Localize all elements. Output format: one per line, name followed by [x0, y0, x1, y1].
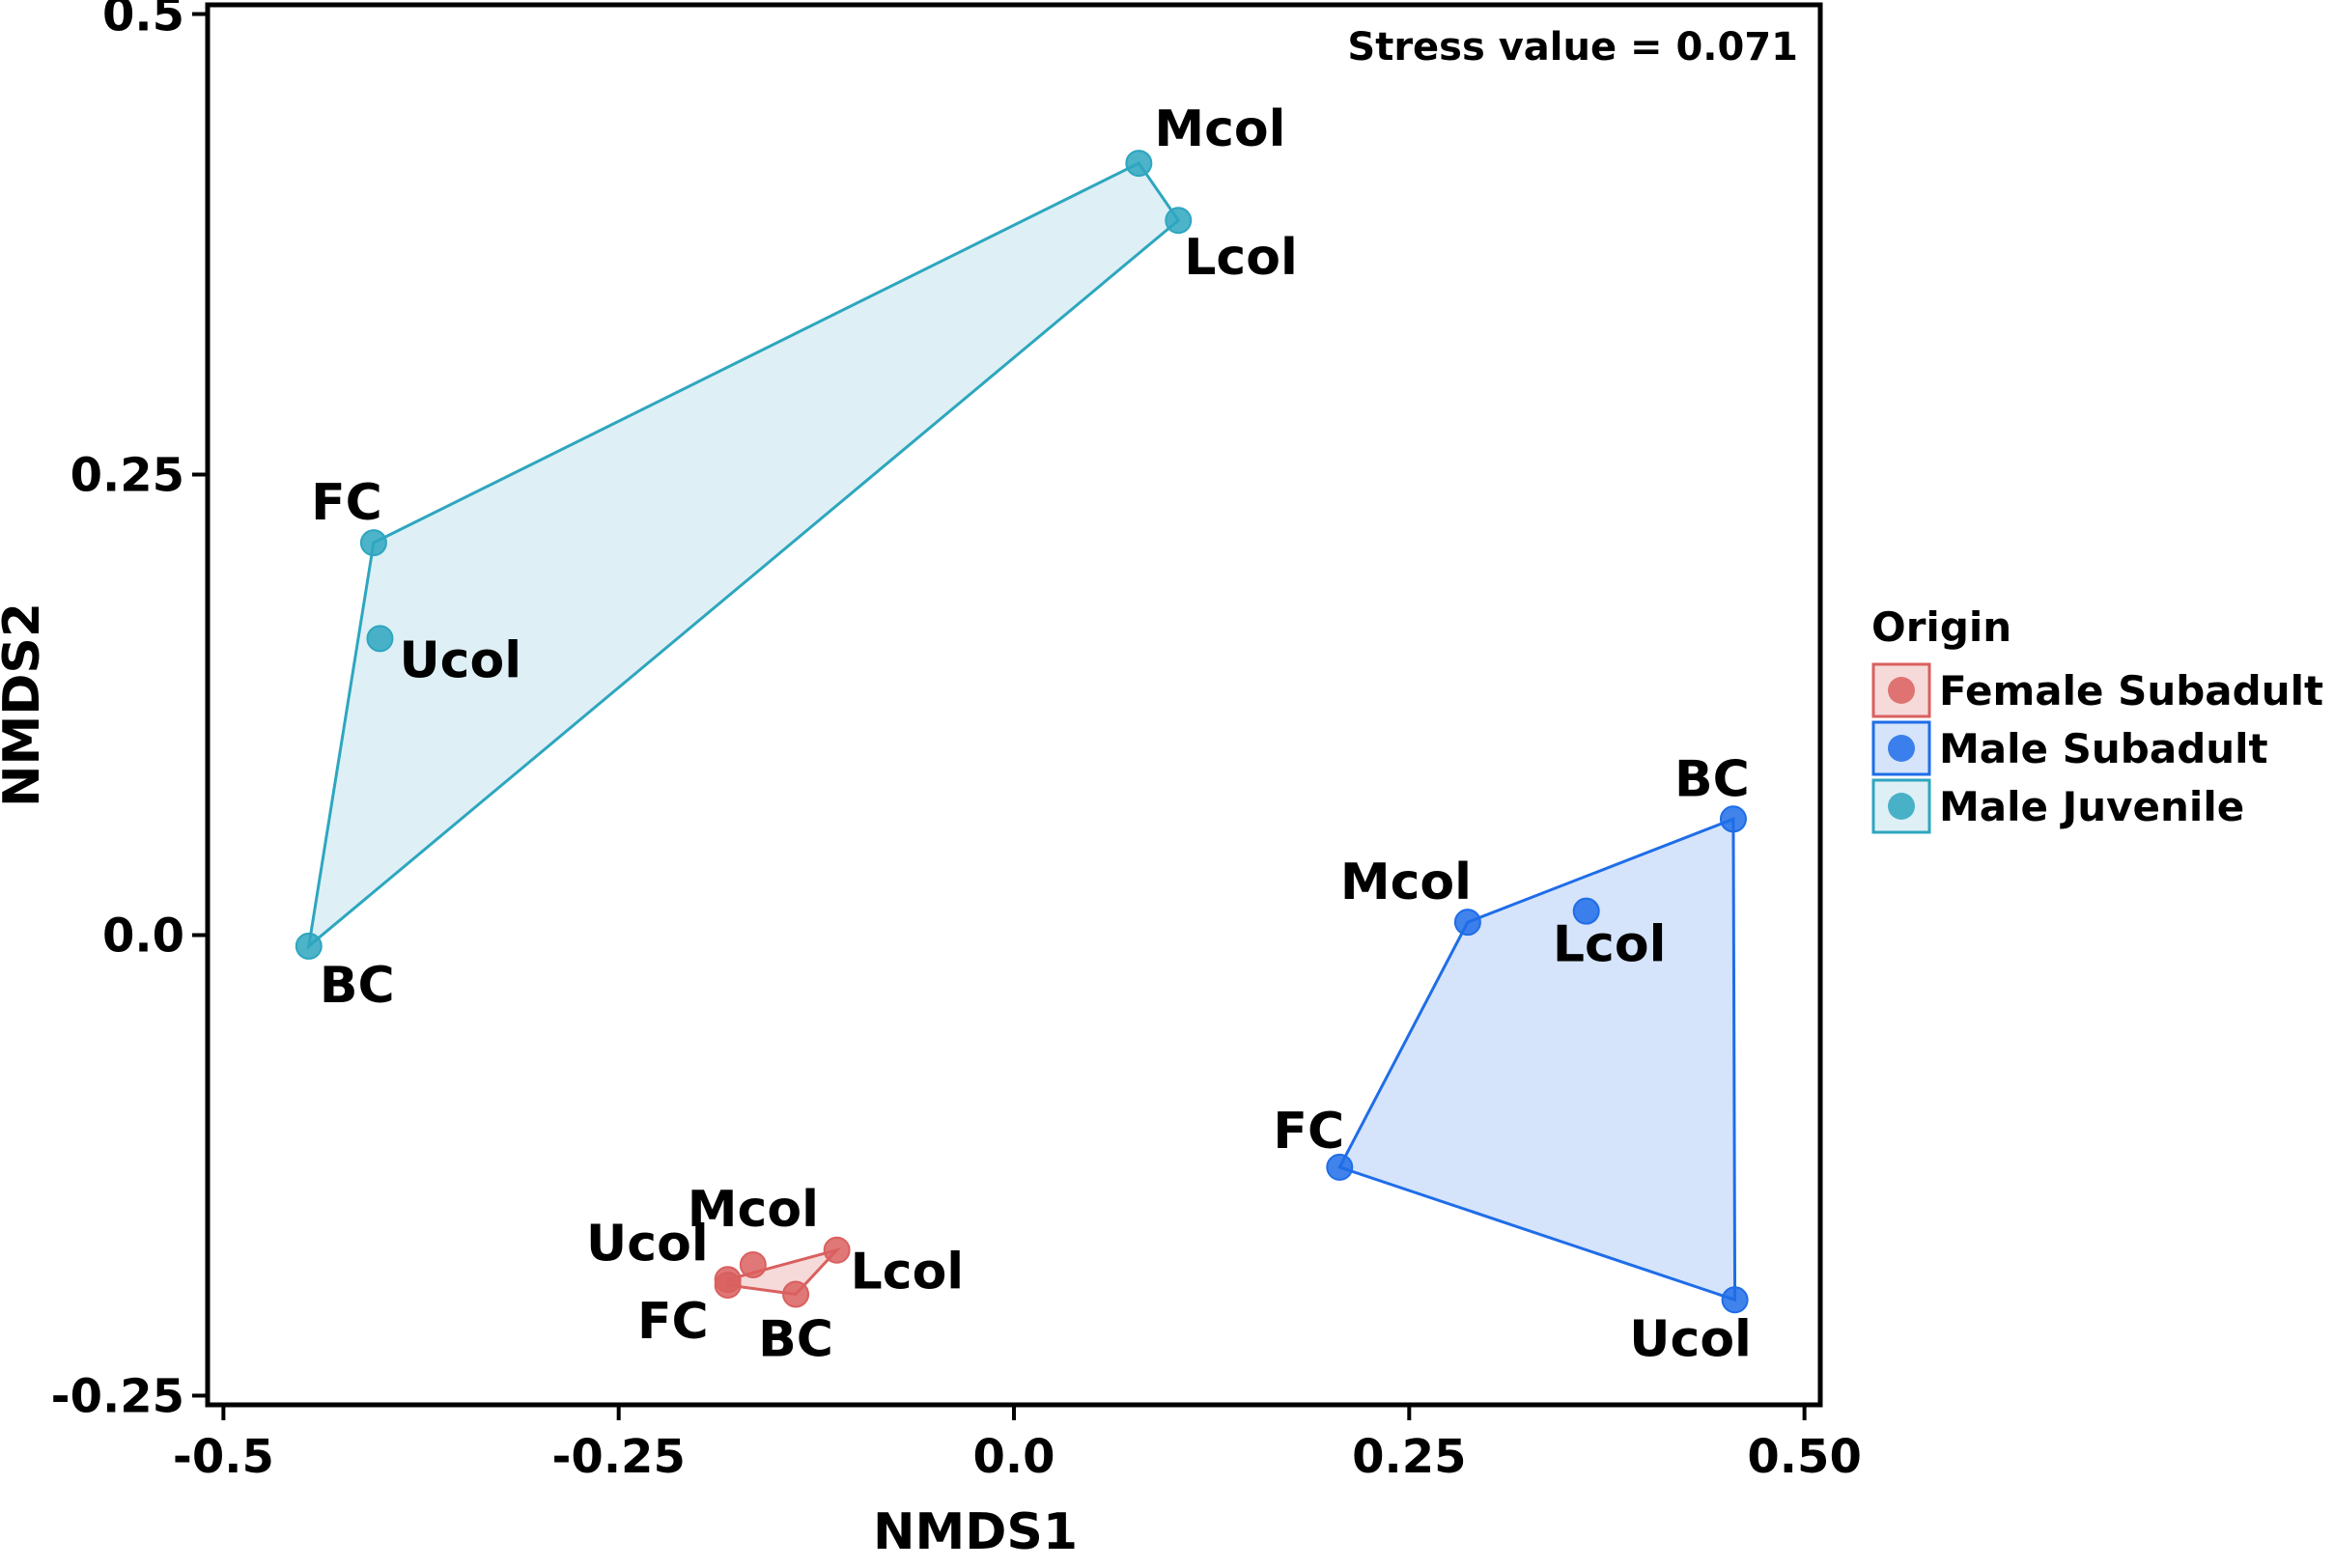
point-label: Mcol: [1340, 854, 1472, 911]
point-label: Ucol: [399, 631, 521, 689]
y-tick-label: -0.25: [51, 1369, 184, 1423]
data-point: [1719, 805, 1747, 833]
data-point: [714, 1271, 742, 1299]
data-point: [295, 932, 323, 960]
point-label: Lcol: [851, 1244, 965, 1302]
x-tick-label: 0.0: [972, 1430, 1055, 1484]
point-label: Ucol: [1629, 1310, 1752, 1368]
legend-title: Origin: [1871, 603, 2011, 651]
legend-label: Female Subadult: [1939, 667, 2323, 714]
hull-layer: [306, 161, 1737, 1302]
point-label: FC: [1273, 1103, 1344, 1161]
data-point: [1721, 1286, 1749, 1314]
x-tick-label: -0.25: [552, 1430, 686, 1484]
legend-label: Male Subadult: [1939, 725, 2268, 772]
point-label: FC: [637, 1293, 709, 1351]
point-label: Ucol: [586, 1215, 709, 1273]
data-point: [1165, 207, 1193, 235]
y-tick-label: 0.25: [70, 449, 184, 503]
x-axis-title: NMDS1: [873, 1503, 1078, 1561]
data-point: [782, 1280, 810, 1308]
data-point: [359, 529, 387, 557]
hull-male-juvenile: [306, 161, 1181, 950]
x-tick-label: -0.5: [173, 1430, 274, 1484]
data-point: [1572, 897, 1600, 925]
point-label: Mcol: [1154, 100, 1285, 158]
point-label: FC: [311, 474, 382, 532]
point-label: BC: [1674, 750, 1750, 808]
y-tick-label: 0.5: [102, 0, 184, 42]
point-label: Mcol: [688, 1181, 819, 1239]
x-tick-label: 0.50: [1747, 1430, 1861, 1484]
axes-layer: -0.5 -0.25 0.0 0.25 0.50 -0.25 0.0 0.25 0.5: [51, 0, 1862, 1484]
y-tick-label: 0.0: [102, 909, 184, 963]
y-axis-title: NMDS2: [0, 602, 51, 807]
point-label: BC: [320, 957, 395, 1015]
legend-key-point: [1888, 677, 1915, 704]
point-label: Lcol: [1184, 229, 1298, 287]
legend-key-point: [1888, 735, 1915, 762]
data-point: [1125, 150, 1153, 178]
data-point: [366, 625, 394, 653]
data-point: [1453, 909, 1481, 937]
x-tick-label: 0.25: [1352, 1430, 1466, 1484]
point-label: BC: [758, 1311, 833, 1369]
point-labels-layer: UcolFCMcolLcolBCBCMcolLcolFCUcolMcolLcol…: [311, 100, 1752, 1368]
points-layer: [295, 150, 1749, 1314]
legend-key-point: [1888, 793, 1915, 820]
data-point: [1326, 1153, 1354, 1181]
data-point: [739, 1251, 767, 1278]
legend-label: Male Juvenile: [1939, 783, 2244, 830]
data-point: [823, 1236, 851, 1264]
stress-annotation: Stress value = 0.071: [1347, 25, 1798, 70]
point-label: Lcol: [1553, 916, 1667, 974]
legend: Origin Female Subadult Male Subadult Male …: [1871, 603, 2323, 834]
